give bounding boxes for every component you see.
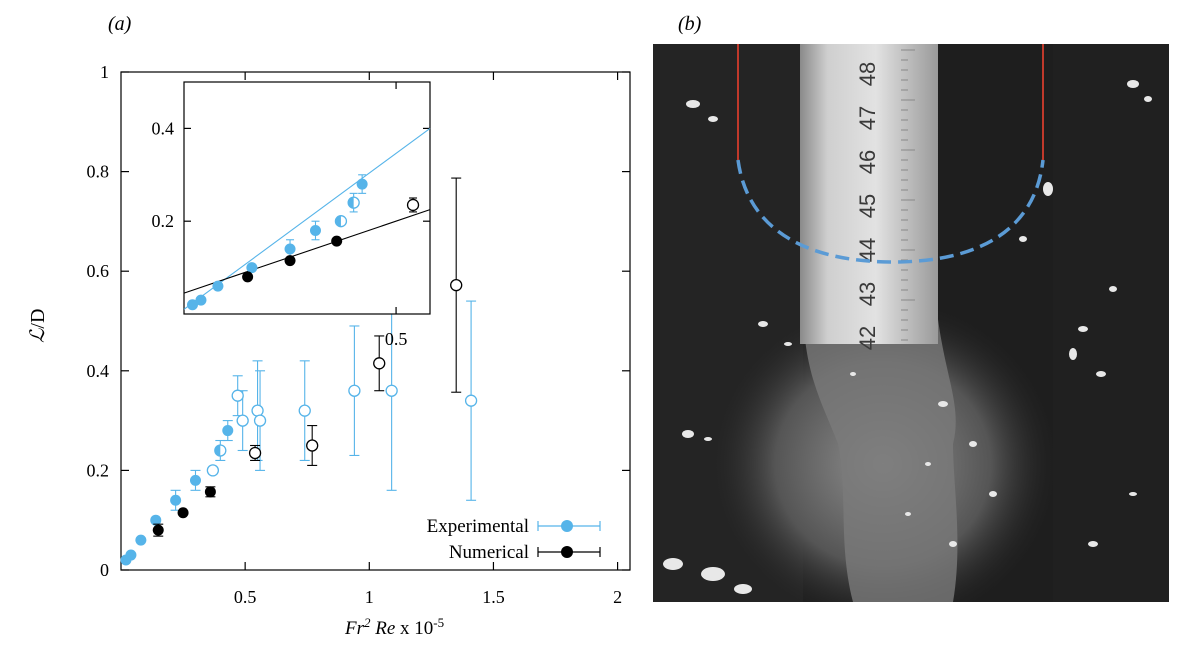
data-point — [464, 394, 478, 407]
data-point — [231, 389, 244, 402]
inset-data-point — [284, 243, 296, 255]
data-point — [348, 384, 361, 397]
data-point — [236, 414, 249, 427]
bright-specks — [663, 80, 1152, 594]
inset-data-point — [406, 198, 420, 212]
inset-data-point — [242, 271, 254, 283]
x-axis-label: Fr2 Re x 10-5 — [344, 615, 444, 639]
inset-plot-marks — [183, 127, 431, 311]
inset-data-point — [356, 178, 368, 190]
y-tick-label: 0.4 — [87, 361, 110, 381]
data-point — [306, 439, 319, 452]
inset-data-point — [246, 262, 258, 274]
ruler-number: 44 — [855, 238, 880, 262]
data-point — [385, 384, 398, 397]
x-tick-label: 0.5 — [234, 587, 257, 607]
ruler-number: 47 — [855, 106, 880, 130]
inset-frame — [183, 81, 431, 315]
data-point — [298, 404, 311, 417]
data-point — [253, 414, 267, 427]
data-point — [222, 425, 234, 437]
ruler-rod — [800, 44, 938, 344]
legend-label-experimental: Experimental — [427, 516, 529, 537]
ruler-number: 42 — [855, 326, 880, 350]
y-axis-label: ℒ/D — [27, 309, 49, 343]
inset-data-point — [186, 299, 198, 311]
inset-data-point — [334, 215, 348, 228]
y-tick-label: 0.6 — [87, 261, 110, 281]
y-tick-label: 0.2 — [87, 460, 110, 480]
main-plot-marks — [120, 177, 478, 566]
inset-fit-line — [183, 209, 431, 294]
ruler-numbers: 48 47 46 45 44 43 42 — [855, 62, 880, 350]
photo-canvas: 48 47 46 45 44 43 42 — [653, 44, 1169, 602]
data-point — [204, 486, 216, 498]
data-point — [177, 507, 189, 519]
ruler-number: 45 — [855, 194, 880, 218]
inset-axis-ticks: 0.2 0.4 0.5 — [152, 82, 430, 349]
ruler-number: 43 — [855, 282, 880, 306]
y-tick-label: 0 — [100, 560, 109, 580]
main-plot-frame — [120, 71, 631, 571]
panel-a-label: (a) — [108, 13, 132, 35]
data-point — [150, 514, 162, 526]
x-tick-label: 1 — [365, 587, 374, 607]
legend: Experimental Numerical — [427, 516, 601, 563]
y-tick-label: 1 — [100, 62, 109, 82]
data-point — [214, 444, 227, 457]
ruler-number: 48 — [855, 62, 880, 86]
data-point — [170, 494, 182, 506]
data-point — [248, 446, 262, 460]
data-point — [373, 357, 386, 370]
water-column — [803, 302, 958, 602]
legend-marker-numerical — [561, 546, 573, 558]
inset-data-point — [309, 224, 321, 236]
inset-x-tick-label: 0.5 — [385, 329, 408, 349]
panel-b-label: (b) — [678, 13, 702, 35]
inset-y-tick-label: 0.4 — [152, 118, 175, 138]
main-axis-ticks: 0 0.2 0.4 0.6 0.8 1 0.5 1 1.5 2 — [87, 62, 630, 607]
data-point — [125, 549, 137, 561]
inset-y-tick-label: 0.2 — [152, 211, 175, 231]
data-point — [189, 474, 201, 486]
inset-data-point — [284, 255, 296, 267]
data-point — [152, 524, 164, 536]
legend-label-numerical: Numerical — [449, 542, 529, 563]
inset-data-point — [195, 294, 207, 306]
data-point — [135, 534, 147, 546]
data-point — [450, 278, 463, 292]
y-tick-label: 0.8 — [87, 162, 110, 182]
inset-data-point — [212, 280, 224, 292]
data-point — [251, 404, 264, 417]
legend-marker-experimental — [561, 520, 573, 532]
inset-data-point — [347, 196, 360, 209]
experiment-photo: 48 47 46 45 44 43 42 — [653, 44, 1169, 602]
x-tick-label: 1.5 — [482, 587, 505, 607]
ruler-number: 46 — [855, 150, 880, 174]
inset-data-point — [331, 235, 343, 247]
x-tick-label: 2 — [613, 587, 622, 607]
dashed-profile-curve — [736, 159, 1045, 264]
data-point — [206, 464, 220, 477]
ruler-ticks — [901, 49, 915, 341]
